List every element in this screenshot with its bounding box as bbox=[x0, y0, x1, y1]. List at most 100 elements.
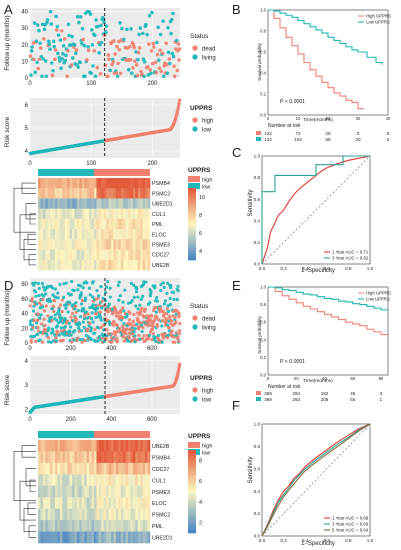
a-followup-point bbox=[77, 20, 81, 25]
a-heat-heat-cell bbox=[59, 229, 63, 240]
d-heat-heat-cell bbox=[40, 520, 44, 532]
a-followup-point bbox=[76, 65, 81, 69]
d-heat-heat-cell bbox=[91, 520, 95, 532]
a-heat-dendrogram-link bbox=[25, 203, 36, 220]
a-heat-heat-cell bbox=[132, 198, 136, 209]
d-heat-heat-cell bbox=[57, 520, 61, 532]
d-heat-heat-cell bbox=[128, 462, 131, 475]
d-heat-heat-cell bbox=[72, 531, 75, 544]
b-km-xtick-label: 20 bbox=[326, 116, 331, 121]
d-followup-point bbox=[62, 295, 66, 300]
a-heat-heat-cell bbox=[123, 188, 126, 199]
a-followup-point bbox=[142, 74, 146, 79]
d-heat-heat-cell bbox=[132, 497, 136, 509]
d-heat-heat-cell bbox=[120, 474, 124, 487]
d-heat-heat-cell bbox=[142, 474, 146, 487]
d-followup-point bbox=[167, 319, 171, 323]
a-heat-heat-cell bbox=[101, 198, 105, 209]
a-status-legend-title: Status bbox=[190, 33, 209, 40]
d-heat-colorbar-step bbox=[188, 450, 196, 454]
a-heat-heat-cell bbox=[118, 198, 122, 209]
f-roc-ytick-label: 0.6 bbox=[254, 466, 261, 471]
d-followup-ytick-label: 60 bbox=[21, 297, 28, 303]
a-followup-xtick-label: 200 bbox=[147, 81, 158, 87]
a-heat-heat-cell bbox=[74, 218, 78, 230]
a-heat-heat-cell bbox=[69, 178, 73, 189]
d-followup-point bbox=[90, 311, 94, 315]
a-followup-point bbox=[156, 58, 161, 63]
d-heat-heat-cell bbox=[62, 440, 66, 452]
a-heat-heat-cell bbox=[125, 198, 129, 209]
d-followup-point bbox=[99, 318, 103, 322]
d-heat-heat-cell bbox=[94, 440, 97, 452]
a-followup-point bbox=[62, 37, 67, 41]
d-followup-point bbox=[68, 325, 73, 329]
a-followup-point bbox=[156, 25, 160, 30]
d-heat-heat-cell bbox=[42, 497, 46, 509]
d-followup-point bbox=[87, 324, 91, 328]
d-followup-point bbox=[150, 338, 154, 342]
a-heat-heat-cell bbox=[86, 229, 90, 240]
a-heat-heat-cell bbox=[111, 208, 114, 220]
d-heat-heat-cell bbox=[135, 485, 139, 498]
d-followup-point bbox=[43, 292, 48, 296]
a-heat-heat-cell bbox=[50, 188, 53, 199]
d-heat-heat-cell bbox=[103, 451, 107, 464]
d-heat-colorbar-step bbox=[188, 494, 196, 498]
d-followup-point bbox=[38, 316, 42, 320]
a-heat-heat-cell bbox=[108, 259, 112, 271]
a-risk-point bbox=[177, 101, 181, 106]
a-heat-heat-cell bbox=[128, 198, 131, 209]
b-km-risk-swatch bbox=[256, 137, 261, 141]
a-heat-heat-cell bbox=[69, 208, 73, 220]
d-heat-heat-cell bbox=[145, 462, 148, 475]
a-heat-heat-cell bbox=[62, 259, 66, 271]
e-km-xtick-label: 20 bbox=[294, 376, 299, 381]
d-heat-heat-cell bbox=[106, 462, 109, 475]
a-heat-heat-cell bbox=[64, 188, 68, 199]
d-heat-heat-cell bbox=[55, 474, 58, 487]
a-heat-heat-cell bbox=[140, 198, 143, 209]
d-followup-point bbox=[49, 299, 53, 303]
d-heat-heat-cell bbox=[91, 451, 95, 464]
a-heat-heat-cell bbox=[76, 208, 80, 220]
b-km-plot-frame bbox=[267, 9, 389, 116]
a-heat-heat-cell bbox=[123, 229, 126, 240]
a-heat-heat-cell bbox=[111, 259, 114, 271]
d-heat-heat-cell bbox=[145, 485, 148, 498]
a-followup-point bbox=[37, 28, 41, 33]
a-followup-point bbox=[110, 62, 114, 67]
a-followup-point bbox=[64, 53, 68, 58]
a-followup-point bbox=[116, 61, 121, 66]
a-heat-heat-cell bbox=[145, 208, 148, 220]
a-followup-point bbox=[82, 43, 87, 48]
a-heat-heat-cell bbox=[72, 239, 75, 250]
a-heat-heat-cell bbox=[84, 178, 87, 189]
d-heat-heat-cell bbox=[98, 440, 102, 452]
a-heat-heat-cell bbox=[101, 239, 105, 250]
a-followup-point bbox=[89, 28, 94, 32]
d-heat-heat-cell bbox=[76, 451, 80, 464]
a-heat-heat-cell bbox=[69, 229, 73, 240]
a-heat-heat-cell bbox=[123, 218, 126, 230]
d-followup-point bbox=[81, 286, 85, 290]
d-followup-point bbox=[61, 338, 65, 343]
d-followup-point bbox=[178, 328, 182, 333]
c-roc-roc-curve bbox=[261, 155, 371, 265]
d-heat-heat-cell bbox=[135, 531, 139, 544]
e-km-curve-high bbox=[268, 286, 388, 336]
d-heat-heat-cell bbox=[47, 474, 51, 487]
d-legend-living-dot bbox=[192, 324, 198, 330]
a-heat-heat-cell bbox=[98, 239, 102, 250]
a-followup-point bbox=[121, 37, 126, 42]
a-heat-heat-cell bbox=[98, 198, 102, 209]
d-heat-heat-cell bbox=[113, 474, 117, 487]
d-followup-point bbox=[79, 291, 83, 295]
e-km-ytick-label: 0.0 bbox=[260, 373, 266, 378]
d-heat-heat-cell bbox=[69, 451, 73, 464]
a-heat-gene-label: ELOC bbox=[152, 232, 167, 238]
d-followup-point bbox=[83, 339, 87, 343]
d-heat-heat-cell bbox=[81, 508, 85, 521]
d-heat-heat-cell bbox=[89, 508, 92, 521]
d-followup-point bbox=[56, 296, 60, 300]
